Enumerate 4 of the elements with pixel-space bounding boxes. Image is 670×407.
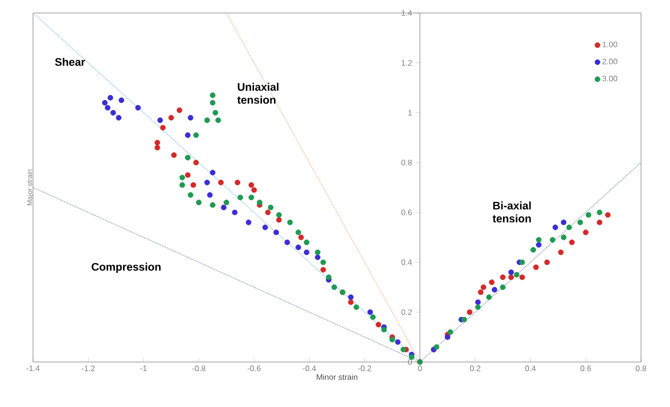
annotation: Uniaxial tension bbox=[237, 82, 278, 104]
annotation: Bi-axial tension bbox=[492, 201, 531, 222]
annotation: Shear bbox=[55, 58, 86, 66]
annotation: Compression bbox=[92, 262, 161, 273]
